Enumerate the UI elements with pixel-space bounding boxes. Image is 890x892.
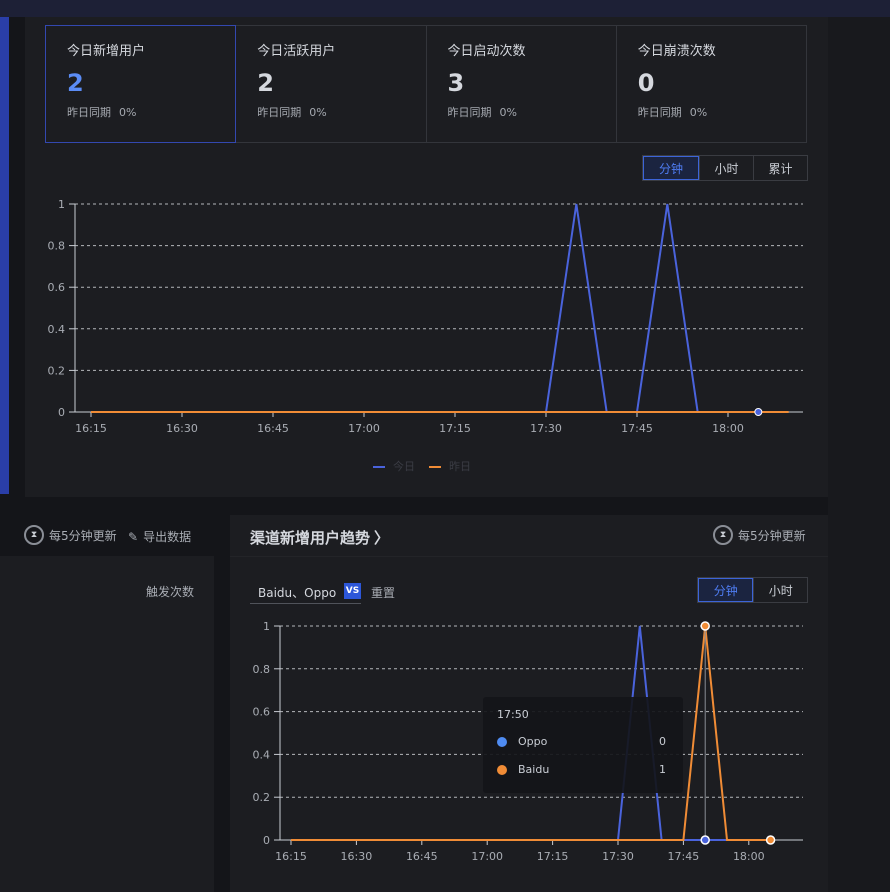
tooltip-series-name: Oppo (518, 735, 548, 748)
export-data-button[interactable]: ✎ 导出数据 (128, 528, 191, 545)
tooltip-row-oppo: Oppo 0 (497, 735, 667, 748)
y-tick-label: 0.6 (253, 706, 271, 719)
stat-value: 0 (637, 69, 655, 97)
stat-compare: 昨日同期 0% (637, 106, 708, 119)
hover-point (765, 835, 776, 845)
tooltip-series-name: Baidu (518, 763, 550, 776)
trigger-count-panel (0, 515, 214, 892)
tab-minute[interactable]: 分钟 (698, 578, 754, 602)
overview-panel (25, 17, 828, 497)
channel-line-chart: 0 0.2 0.4 0.6 0.8 1 16:15 16:30 16:45 17:00 17:15 1… (253, 620, 803, 862)
sidebar-accent (0, 17, 9, 494)
right-gutter (828, 17, 890, 892)
tab-cumulative[interactable]: 累计 (752, 156, 807, 180)
stat-compare: 昨日同期 0% (67, 106, 137, 119)
panel-header (230, 515, 828, 557)
tab-hour[interactable]: 小时 (753, 578, 807, 602)
tooltip-series-value: 1 (659, 763, 666, 776)
top-nav-bar (0, 0, 890, 17)
y-tick-label: 0 (263, 834, 270, 847)
chart-tooltip: 17:50 Oppo 0 Baidu 1 (483, 697, 683, 793)
stat-card-launches[interactable]: 今日启动次数 3 昨日同期 0% (426, 25, 617, 143)
y-tick-label: 0.8 (48, 240, 66, 253)
stat-title: 今日活跃用户 (257, 44, 336, 59)
stat-card-active-users[interactable]: 今日活跃用户 2 昨日同期 0% (236, 25, 427, 143)
x-tick-label: 16:30 (341, 850, 373, 862)
hover-point (700, 621, 710, 631)
x-tick-label: 17:30 (530, 422, 562, 435)
hover-point (700, 835, 710, 845)
hourglass-icon: ⧗ (24, 525, 44, 545)
x-tick-label: 16:30 (166, 422, 198, 435)
x-tick-label: 18:00 (733, 850, 765, 862)
vs-compare-icon[interactable]: VS (344, 583, 361, 599)
legend-item-yesterday[interactable]: 昨日 (429, 458, 471, 474)
x-tick-label: 17:45 (668, 850, 700, 862)
x-tick-label: 16:45 (406, 850, 438, 862)
stat-compare: 昨日同期 0% (447, 106, 517, 119)
refresh-indicator: ⧗ 每5分钟更新 (24, 525, 117, 545)
stat-compare: 昨日同期 0% (257, 106, 327, 119)
x-tick-label: 16:45 (257, 422, 289, 435)
selected-channels: Baidu、Oppo (258, 585, 337, 600)
chevron-right-icon: 〉 (374, 529, 390, 547)
stat-title: 今日崩溃次数 (637, 44, 716, 59)
y-tick-label: 0.6 (48, 281, 66, 294)
edit-icon: ✎ (128, 529, 139, 544)
y-tick-label: 0.8 (253, 663, 271, 676)
stat-card-crashes[interactable]: 今日崩溃次数 0 昨日同期 0% (616, 25, 807, 143)
stat-value: 3 (447, 69, 465, 97)
channel-trend-title[interactable]: 渠道新增用户趋势〉 (250, 529, 390, 547)
x-tick-label: 16:15 (275, 850, 307, 862)
tooltip-time: 17:50 (497, 708, 529, 721)
y-tick-label: 1 (263, 620, 270, 633)
stat-value: 2 (67, 69, 84, 97)
series-dot (497, 764, 507, 775)
x-tick-label: 17:45 (621, 422, 653, 435)
y-tick-label: 0.2 (253, 791, 271, 804)
legend-item-today[interactable]: 今日 (373, 458, 415, 474)
y-tick-label: 0.2 (48, 364, 66, 377)
y-tick-label: 1 (58, 198, 65, 211)
refresh-label: 每5分钟更新 (49, 528, 117, 543)
stat-card-new-users[interactable]: 今日新增用户 2 昨日同期 0% (45, 25, 237, 143)
x-tick-label: 17:30 (602, 850, 634, 862)
tooltip-row-baidu: Baidu 1 (497, 763, 667, 776)
hover-point (754, 408, 763, 416)
x-tick-label: 16:15 (75, 422, 107, 435)
export-label: 导出数据 (143, 530, 192, 544)
x-tick-label: 17:00 (471, 850, 503, 862)
top-chart-granularity-tabs: 分钟 小时 累计 (642, 155, 808, 181)
tooltip-series-value: 0 (659, 735, 666, 748)
hourglass-icon: ⧗ (713, 525, 733, 545)
tab-minute[interactable]: 分钟 (643, 156, 699, 180)
metric-label: 触发次数 (146, 585, 195, 599)
top-chart-legend: 今日 昨日 (373, 458, 471, 474)
x-tick-label: 17:15 (537, 850, 569, 862)
series-dot (497, 736, 507, 747)
channel-refresh-indicator: ⧗ 每5分钟更新 (713, 525, 806, 545)
stat-title: 今日启动次数 (447, 44, 526, 59)
stat-title: 今日新增用户 (67, 44, 146, 59)
channel-chart-granularity-tabs: 分钟 小时 (697, 577, 808, 603)
series-line-今日 (91, 203, 759, 413)
y-tick-label: 0.4 (48, 323, 66, 336)
channel-select[interactable]: Baidu、Oppo (250, 581, 361, 604)
x-tick-label: 17:15 (439, 422, 471, 435)
refresh-label: 每5分钟更新 (738, 528, 806, 543)
stat-value: 2 (257, 69, 274, 97)
stats-row: 今日新增用户 2 昨日同期 0% 今日活跃用户 2 昨日同期 0% 今日启动次数 3… (45, 25, 807, 143)
tab-hour[interactable]: 小时 (698, 156, 753, 180)
y-tick-label: 0 (58, 406, 65, 419)
x-tick-label: 18:00 (712, 422, 744, 435)
overview-line-chart: 0 0.2 0.4 0.6 0.8 1 16:15 16:30 16:45 17:00 17:15 1… (48, 198, 803, 435)
reset-button[interactable]: 重置 (371, 586, 396, 600)
x-tick-label: 17:00 (348, 422, 380, 435)
y-tick-label: 0.4 (253, 748, 271, 761)
